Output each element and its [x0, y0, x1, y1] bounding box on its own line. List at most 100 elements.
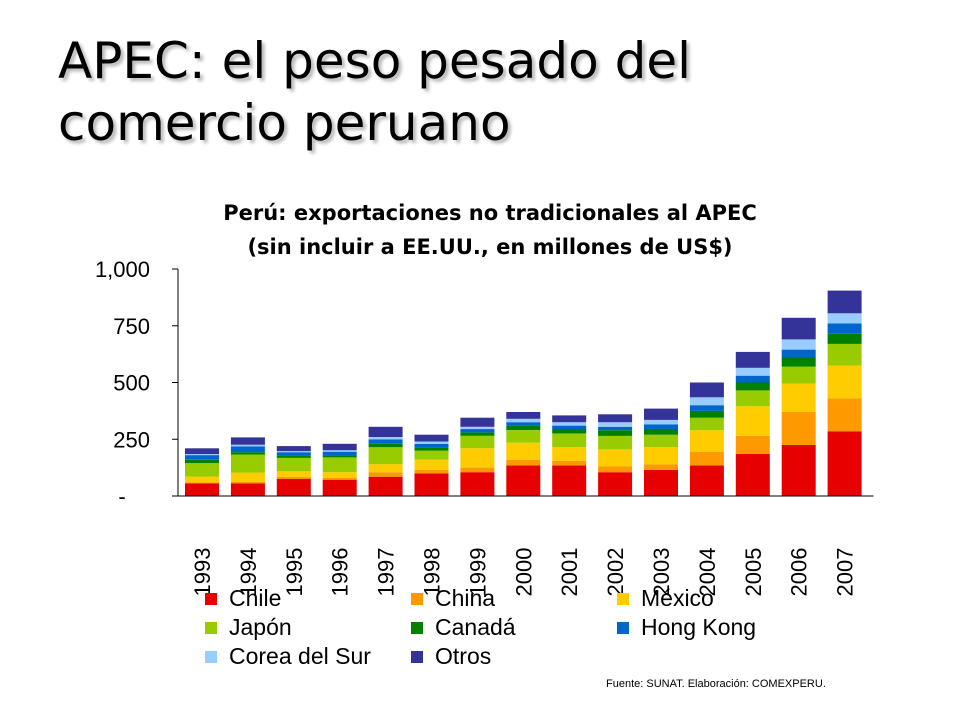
bar-segment-china-1994: [230, 481, 265, 484]
bar-segment-china-1993: [185, 482, 219, 484]
bar-segment-japón-1996: [322, 457, 357, 473]
bar-segment-japón-1993: [185, 463, 219, 477]
x-tick-label: 1993: [190, 548, 215, 597]
bar-segment-otros-2007: [827, 290, 862, 314]
bar-segment-hong-kong-1998: [414, 443, 449, 448]
bar-segment-méxico-2001: [552, 447, 587, 461]
bar-segment-canadá-2002: [598, 430, 633, 436]
bar-segment-hong-kong-2003: [644, 424, 678, 429]
legend-item-otros: Otros: [411, 642, 617, 671]
bar-segment-méxico-1998: [414, 459, 449, 470]
bar-segment-otros-2001: [552, 415, 587, 423]
bar-segment-hong-kong-1997: [368, 439, 403, 444]
bar-segment-otros-2005: [735, 351, 770, 368]
legend-item-canadá: Canadá: [411, 613, 617, 642]
bar-segment-méxico-1997: [368, 464, 403, 473]
bar-segment-otros-1999: [460, 417, 495, 427]
legend-swatch: [617, 592, 629, 605]
x-tick-label: 1994: [236, 548, 261, 597]
bar-segment-chile-2007: [827, 431, 862, 496]
legend-item-chile: Chile: [205, 584, 411, 613]
bar-segment-chile-2004: [689, 465, 724, 496]
y-tick-label: 500: [113, 371, 150, 396]
bar-segment-japón-2006: [781, 366, 816, 384]
legend-label: Canadá: [435, 614, 516, 640]
y-tick-label: 1,000: [95, 257, 150, 282]
bar-segment-corea-del-sur-2006: [781, 339, 816, 350]
x-tick-label: 1996: [328, 548, 353, 597]
bar-segment-corea-del-sur-2000: [506, 418, 541, 423]
bar-segment-hong-kong-2005: [735, 375, 770, 383]
bar-segment-hong-kong-1995: [276, 452, 311, 456]
x-tick-label: 2001: [557, 548, 582, 597]
bar-segment-chile-2006: [781, 444, 816, 496]
x-tick-label: 2006: [787, 548, 812, 597]
bar-segment-corea-del-sur-2001: [552, 422, 587, 426]
bar-segment-japón-2003: [644, 434, 678, 448]
bar-segment-canadá-1996: [322, 455, 357, 458]
bar-segment-canadá-2007: [827, 333, 862, 344]
x-tick-label: 2007: [833, 548, 858, 597]
bar-segment-méxico-2002: [598, 449, 633, 467]
bar-segment-china-1999: [460, 467, 495, 473]
x-tick-label: 2000: [511, 548, 536, 597]
bar-segment-china-2004: [689, 451, 724, 466]
legend-label: Japón: [229, 614, 292, 640]
bar-segment-corea-del-sur-2005: [735, 367, 770, 376]
bar-segment-méxico-2006: [781, 383, 816, 412]
slide-title: APEC: el peso pesado del comercio peruan…: [58, 32, 691, 152]
bar-segment-hong-kong-2002: [598, 426, 633, 431]
bar-segment-canadá-2005: [735, 382, 770, 391]
x-tick-label: 2004: [695, 548, 720, 597]
legend-swatch: [205, 592, 217, 605]
bar-segment-japón-2005: [735, 390, 770, 407]
bar-segment-méxico-2007: [827, 365, 862, 399]
legend-item-japón: Japón: [205, 613, 411, 642]
bar-segment-otros-2003: [644, 408, 678, 420]
bar-segment-hong-kong-2004: [689, 405, 724, 411]
bar-segment-hong-kong-1994: [230, 446, 265, 453]
x-tick-label: 1999: [465, 548, 490, 597]
bar-segment-canadá-2003: [644, 429, 678, 435]
bar-segment-canadá-2006: [781, 357, 816, 367]
bar-segment-chile-1993: [185, 483, 219, 496]
x-tick-label: 2005: [741, 548, 766, 597]
bar-segment-china-1996: [322, 477, 357, 480]
bar-segment-hong-kong-1993: [185, 455, 219, 460]
bar-segment-japón-2001: [552, 433, 587, 448]
bar-segment-chile-1998: [414, 473, 449, 496]
bar-segment-corea-del-sur-1993: [185, 454, 219, 456]
chart-legend: Chile China México Japón Canadá Hong Kong Core…: [205, 584, 845, 671]
bar-segment-corea-del-sur-2002: [598, 422, 633, 427]
bar-segment-japón-2004: [689, 417, 724, 431]
bar-segment-méxico-1999: [460, 448, 495, 468]
legend-label: China: [435, 585, 496, 611]
bar-segment-corea-del-sur-1999: [460, 426, 495, 430]
x-tick-label: 2002: [603, 548, 628, 597]
bar-segment-canadá-2004: [689, 410, 724, 418]
bar-segment-otros-2002: [598, 414, 633, 423]
bar-segment-otros-2006: [781, 317, 816, 340]
bar-segment-otros-1993: [185, 448, 219, 454]
bar-segment-chile-2001: [552, 465, 587, 496]
bar-segment-canadá-1999: [460, 432, 495, 436]
bar-segment-chile-2003: [644, 469, 678, 496]
bar-segment-china-2005: [735, 435, 770, 454]
bar-segment-chile-2000: [506, 465, 541, 496]
y-tick-label: -: [118, 484, 125, 509]
bar-segment-corea-del-sur-2003: [644, 420, 678, 425]
legend-item-china: China: [411, 584, 617, 613]
legend-item-corea-del-sur: Corea del Sur: [205, 642, 411, 671]
bar-segment-chile-1997: [368, 476, 403, 496]
legend-label: Corea del Sur: [229, 643, 371, 669]
bar-segment-corea-del-sur-1997: [368, 437, 403, 440]
bar-segment-chile-1995: [276, 479, 311, 496]
bar-segment-otros-2000: [506, 412, 541, 419]
x-tick-label: 2003: [649, 548, 674, 597]
bar-segment-canadá-1994: [230, 452, 265, 455]
legend-item-hong-kong: Hong Kong: [617, 613, 823, 642]
bar-segment-china-2000: [506, 459, 541, 466]
bar-segment-canadá-1998: [414, 447, 449, 451]
bar-segment-china-2001: [552, 460, 587, 466]
